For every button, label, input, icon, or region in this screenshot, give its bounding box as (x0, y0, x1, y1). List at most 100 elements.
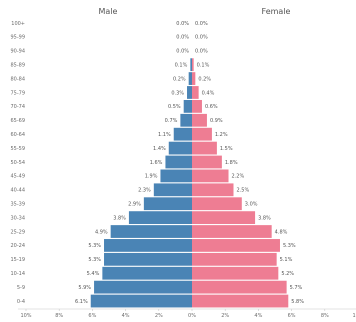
data-label-female: 3.8% (258, 215, 271, 221)
bar-male-5-9 (94, 280, 192, 294)
y-tick-label: 55-59 (10, 146, 25, 152)
bar-male-40-44 (153, 183, 192, 197)
bars-group (90, 58, 289, 308)
y-tick-label: 85-89 (10, 62, 25, 68)
data-label-male: 5.4% (87, 271, 100, 277)
y-tick-label: 80-84 (10, 76, 25, 82)
data-label-male: 3.8% (113, 215, 126, 221)
bar-male-60-64 (173, 127, 192, 141)
data-label-female: 0.0% (195, 21, 208, 27)
bar-male-25-29 (110, 225, 192, 238)
y-tick-label: 100+ (11, 21, 25, 27)
data-label-male: 0.0% (176, 21, 189, 27)
bar-male-50-54 (165, 155, 192, 169)
bar-male-45-49 (160, 169, 192, 183)
data-label-male: 2.9% (128, 202, 141, 208)
data-labels: 6.1% 5.8% 5.9% 5.7% 5.4% 5.2% 5.3% 5.1% 5.3% 5.3%… (75, 21, 304, 305)
bar-female-5-9 (192, 280, 287, 294)
bar-female-25-29 (192, 225, 272, 238)
data-label-female: 5.2% (281, 271, 294, 277)
x-tick-label: 4% (254, 313, 262, 319)
x-tick-label: 2% (221, 313, 229, 319)
x-tick-label: 8% (321, 313, 329, 319)
bar-female-60-64 (192, 127, 212, 141)
data-label-male: 0.1% (175, 62, 188, 68)
x-tick-label: 0% (188, 313, 196, 319)
data-label-male: 5.3% (88, 257, 101, 263)
data-label-male: 5.3% (88, 243, 101, 249)
x-tick-label: 4% (122, 313, 130, 319)
y-tick-label: 75-79 (10, 90, 25, 96)
bar-female-20-24 (192, 239, 280, 252)
female-title: Female (262, 7, 291, 16)
bar-male-10-14 (102, 266, 192, 280)
data-label-female: 0.1% (197, 62, 210, 68)
data-label-female: 0.2% (198, 76, 211, 82)
y-tick-label: 15-19 (10, 257, 25, 263)
x-tick-label: 6% (88, 313, 96, 319)
data-label-male: 2.3% (138, 188, 151, 194)
data-label-male: 0.5% (168, 104, 181, 110)
data-label-male: 1.4% (153, 146, 166, 152)
data-label-female: 5.8% (291, 299, 304, 305)
data-label-female: 5.1% (280, 257, 293, 263)
bar-female-35-39 (192, 197, 242, 211)
data-label-male: 0.2% (173, 76, 186, 82)
bar-male-65-69 (180, 113, 192, 127)
x-axis: 10% 8% 6% 4% 2% 0% 2% 4% 6% 8% 10% (18, 308, 356, 319)
y-tick-label: 70-74 (10, 104, 25, 110)
bar-male-15-19 (104, 252, 192, 266)
bar-male-75-79 (187, 86, 192, 99)
bar-female-85-89 (192, 58, 194, 72)
y-tick-label: 35-39 (10, 202, 25, 208)
y-axis-labels: 0-4 5-9 10-14 15-19 20-24 25-29 30-34 35-39 40-4… (10, 21, 25, 305)
y-tick-label: 20-24 (10, 243, 25, 249)
bar-female-15-19 (192, 252, 277, 266)
data-label-female: 0.6% (205, 104, 218, 110)
data-label-female: 1.8% (225, 160, 238, 166)
data-label-male: 0.7% (165, 118, 178, 124)
data-label-female: 0.9% (210, 118, 223, 124)
bar-female-70-74 (192, 99, 202, 113)
data-label-male: 6.1% (75, 299, 88, 305)
y-tick-label: 40-44 (10, 188, 25, 194)
male-title: Male (99, 7, 118, 16)
x-tick-label: 10% (20, 313, 31, 319)
data-label-male: 5.9% (78, 285, 91, 291)
x-tick-label: 6% (288, 313, 296, 319)
y-tick-label: 0-4 (17, 299, 25, 305)
data-label-male: 1.6% (150, 160, 163, 166)
y-tick-label: 90-94 (10, 49, 25, 55)
y-tick-label: 10-14 (10, 271, 25, 277)
bar-male-35-39 (143, 197, 192, 211)
data-label-male: 1.1% (158, 132, 171, 138)
data-label-male: 0.3% (171, 90, 184, 96)
bar-female-65-69 (192, 113, 207, 127)
data-label-female: 2.2% (232, 174, 245, 180)
bar-female-30-34 (192, 211, 256, 225)
data-label-female: 0.0% (195, 35, 208, 41)
data-label-female: 1.5% (220, 146, 233, 152)
x-tick-label: 2% (155, 313, 163, 319)
data-label-male: 0.0% (176, 49, 189, 55)
y-tick-label: 60-64 (10, 132, 25, 138)
bar-female-75-79 (192, 86, 199, 99)
bar-male-80-84 (188, 72, 192, 85)
data-label-male: 1.9% (145, 174, 158, 180)
bar-female-10-14 (192, 266, 279, 280)
y-tick-label: 95-99 (10, 35, 25, 41)
data-label-male: 4.9% (95, 229, 108, 235)
bar-female-45-49 (192, 169, 229, 183)
data-label-female: 2.5% (237, 188, 250, 194)
data-label-female: 0.0% (195, 49, 208, 55)
data-label-female: 0.4% (202, 90, 215, 96)
data-label-female: 5.3% (283, 243, 296, 249)
bar-male-70-74 (183, 99, 192, 113)
bar-male-20-24 (104, 239, 192, 252)
data-label-female: 4.8% (275, 229, 288, 235)
bar-female-55-59 (192, 141, 217, 155)
y-tick-label: 50-54 (10, 160, 25, 166)
y-tick-label: 30-34 (10, 215, 25, 221)
data-label-male: 0.0% (176, 35, 189, 41)
